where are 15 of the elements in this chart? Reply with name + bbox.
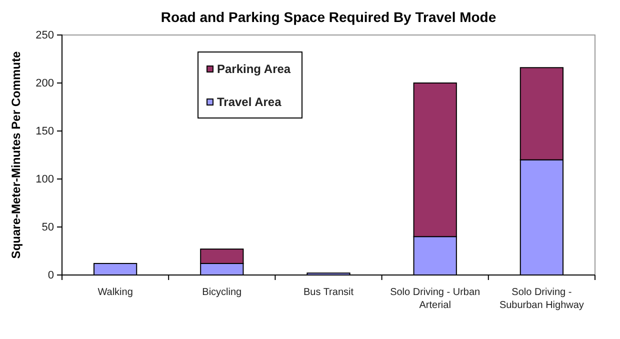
y-tick-label: 250 xyxy=(36,30,54,42)
x-tick-label: Bicycling xyxy=(202,287,242,298)
y-tick-label: 150 xyxy=(36,126,54,138)
x-tick-label: Walking xyxy=(98,287,133,298)
x-tick-label: Solo Driving - Urban Arterial xyxy=(390,287,480,311)
x-tick-label: Solo Driving - Suburban Highway xyxy=(499,287,584,311)
chart-title: Road and Parking Space Required By Travel Mode xyxy=(160,9,496,25)
legend-label: Travel Area xyxy=(217,95,282,109)
legend-label: Parking Area xyxy=(217,62,291,76)
y-tick-label: 200 xyxy=(36,78,54,90)
x-tick-label: Bus Transit xyxy=(303,287,354,298)
y-tick-label: 50 xyxy=(42,222,54,234)
y-axis-title: Square-Meter-Minutes Per Commute xyxy=(9,50,23,259)
y-tick-label: 100 xyxy=(36,174,54,186)
y-tick-label: 0 xyxy=(48,270,54,282)
